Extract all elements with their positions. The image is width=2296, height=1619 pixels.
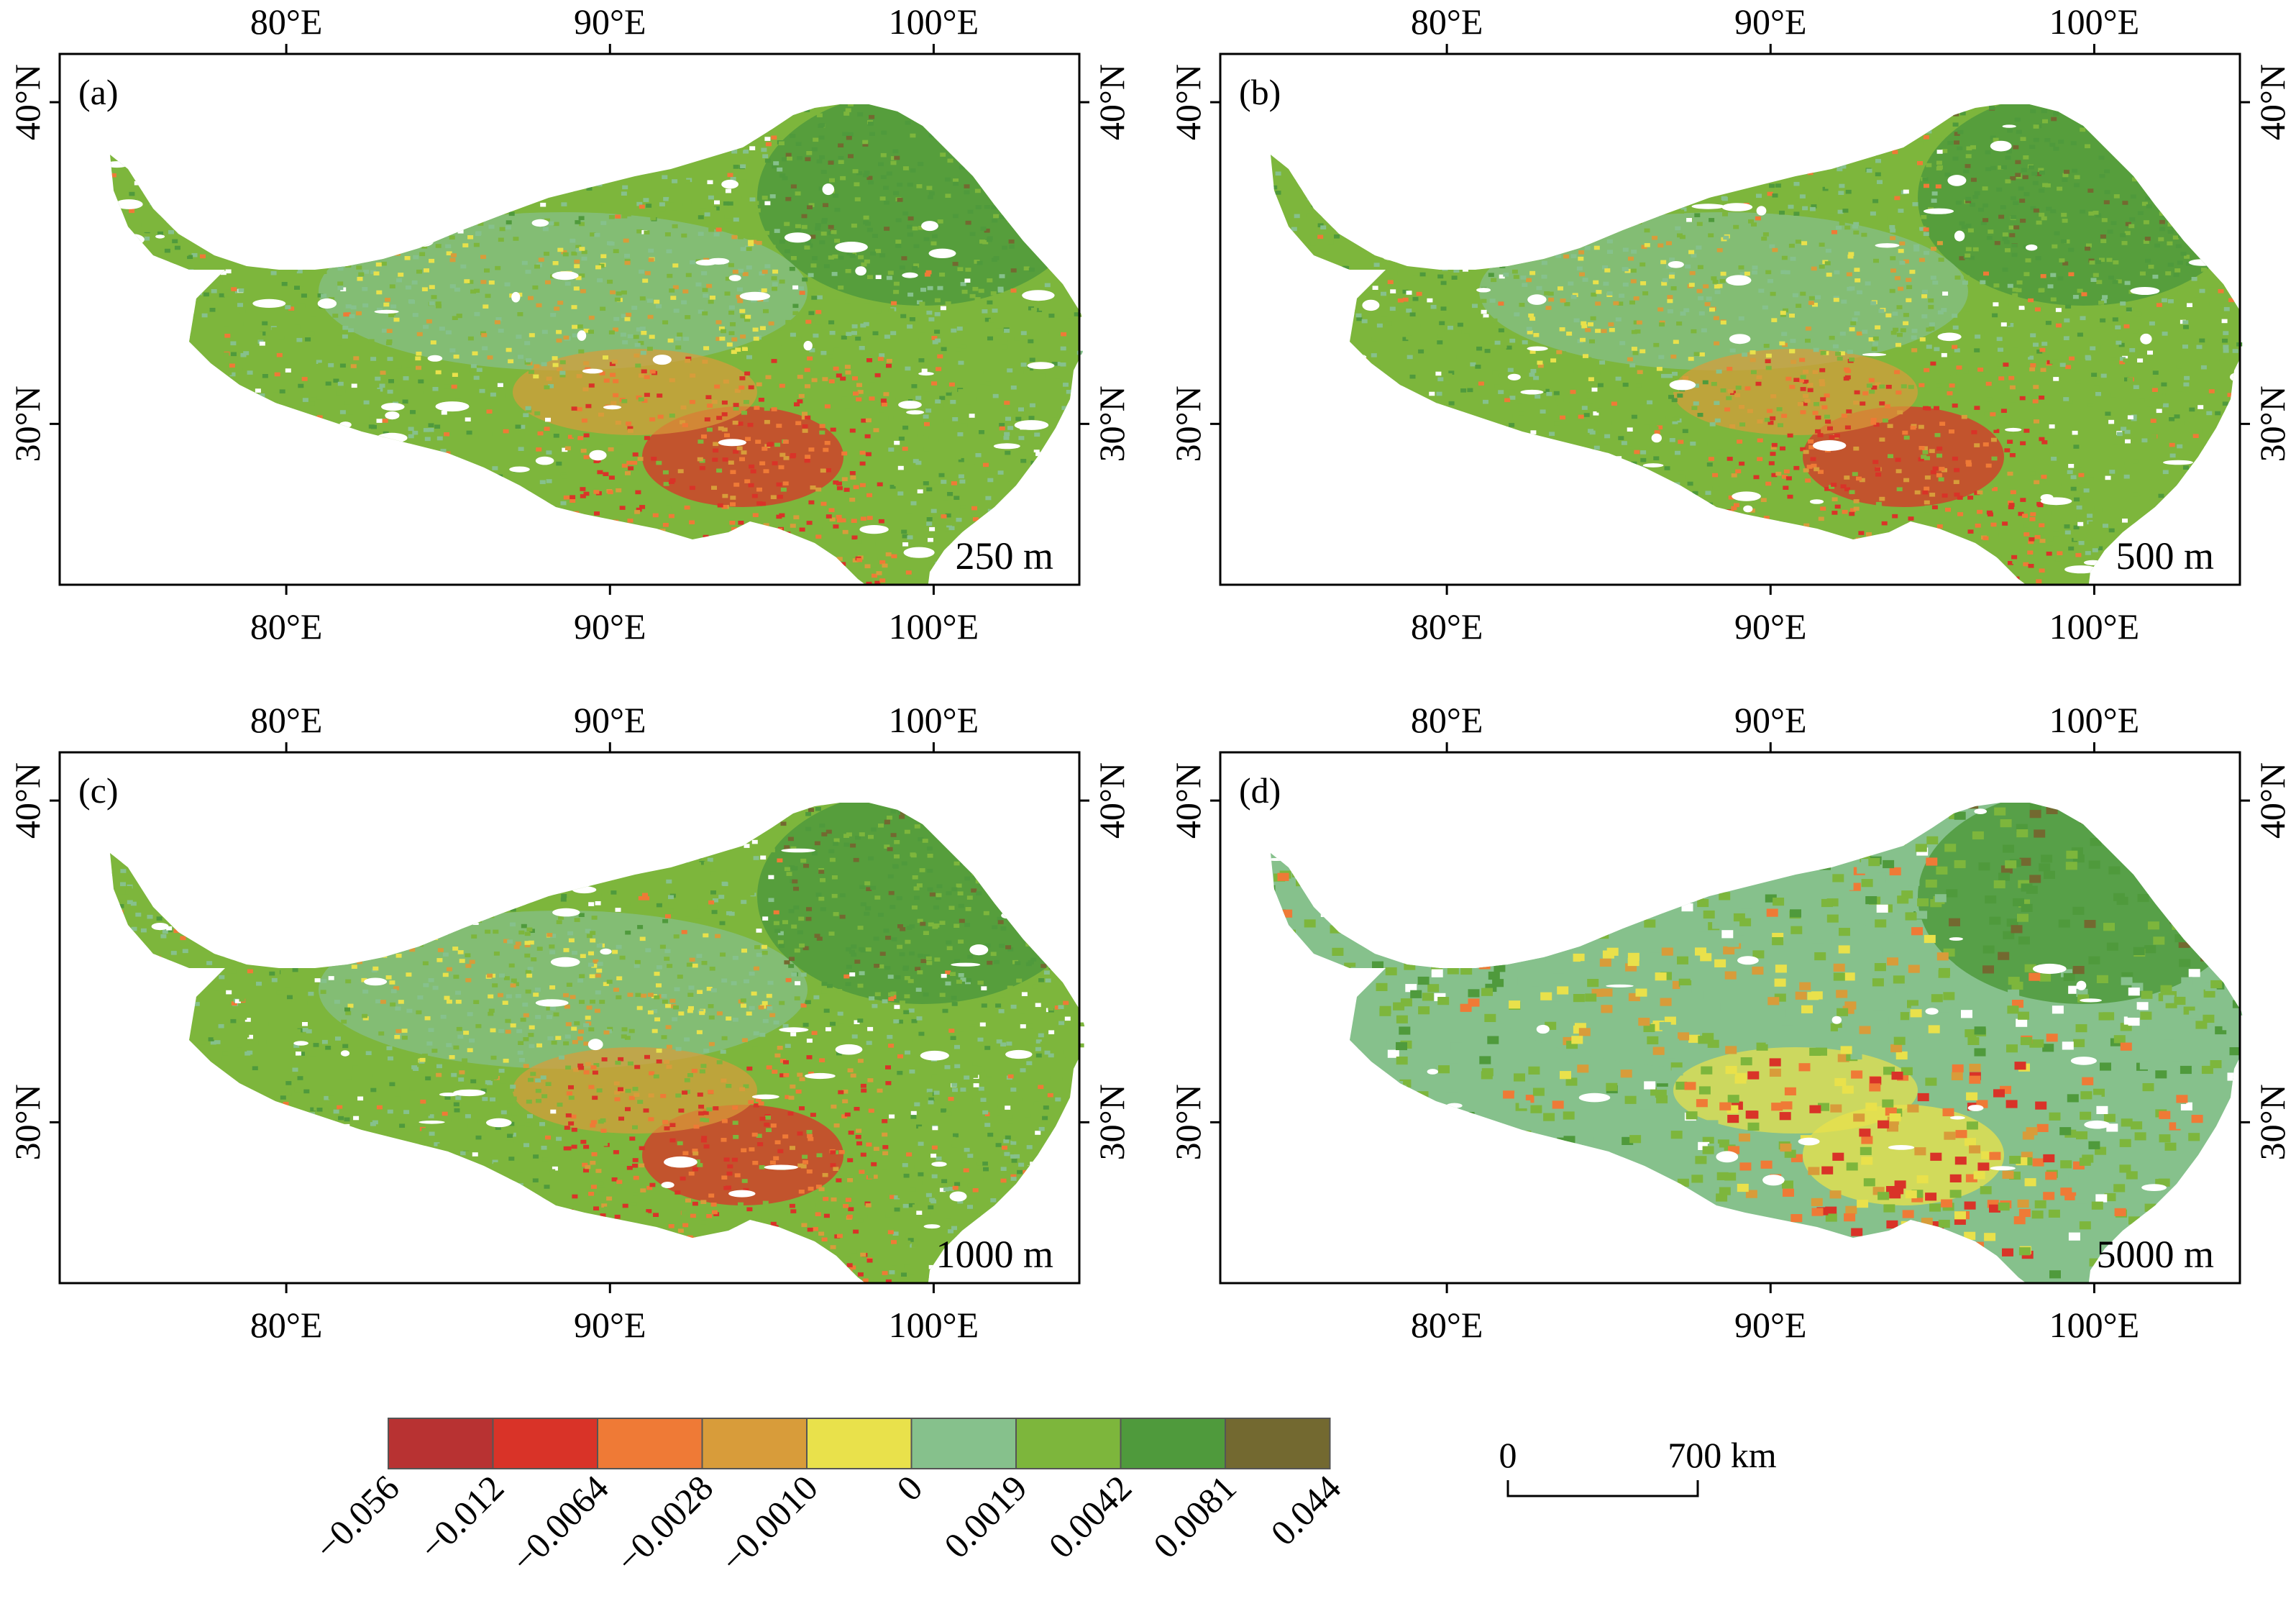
lon-tick-label-bottom: 100°E — [889, 1305, 979, 1345]
legend-break-label: 0 — [889, 1467, 930, 1508]
map-panel: 80°E 80°E 90°E 90°E 100°E 100°E 30°N 30°N 40°N 40… — [1168, 1, 2292, 647]
lon-tick-label-bottom: 100°E — [2049, 1305, 2140, 1345]
map-panels: 80°E 80°E 90°E 90°E 100°E 100°E 30°N 30°N 40°N 40… — [7, 1, 2292, 1345]
legend-break-label: −0.0064 — [503, 1467, 616, 1580]
lon-tick-label-top: 80°E — [1411, 700, 1483, 740]
panel-frame — [1219, 751, 2241, 1285]
scale-bar-line — [1506, 1480, 1699, 1497]
lon-tick-label-bottom: 90°E — [1734, 1305, 1807, 1345]
panel-frame — [1219, 53, 2241, 586]
lon-tick-label-top: 100°E — [2049, 700, 2140, 740]
scale-bar-start-label: 0 — [1499, 1435, 1517, 1475]
legend-break-label: 0.0019 — [936, 1467, 1035, 1566]
lon-tick-label-bottom: 80°E — [1411, 1305, 1483, 1345]
lon-tick-label-bottom: 90°E — [574, 1305, 646, 1345]
legend-color-swatch — [910, 1418, 1017, 1469]
lon-tick-label-top: 90°E — [1734, 700, 1807, 740]
legend-break-label: 0.044 — [1263, 1467, 1348, 1553]
lon-tick-label-bottom: 90°E — [1734, 606, 1807, 647]
resolution-label: 1000 m — [936, 1233, 1053, 1276]
colorbar-legend: −0.056 −0.012−0.0064−0.0028−0.0010 0 0.0019… — [307, 1418, 1348, 1580]
legend-color-swatch — [597, 1418, 703, 1469]
lat-tick-label-left: 40°N — [1168, 762, 1208, 839]
legend-color-swatch — [388, 1418, 494, 1469]
lon-tick-label-top: 80°E — [1411, 1, 1483, 42]
legend-break-label: 0.0081 — [1145, 1467, 1244, 1566]
resolution-label: 250 m — [955, 534, 1053, 578]
lat-tick-label-right: 40°N — [1092, 64, 1132, 140]
lon-tick-label-bottom: 80°E — [1411, 606, 1483, 647]
lat-tick-label-left: 30°N — [7, 1084, 47, 1160]
lat-tick-label-right: 30°N — [2252, 386, 2292, 462]
lat-tick-label-left: 30°N — [1168, 386, 1208, 462]
lon-tick-label-bottom: 100°E — [2049, 606, 2140, 647]
legend-color-swatch — [806, 1418, 913, 1469]
panel-frame — [58, 751, 1081, 1285]
map-panel: 80°E 80°E 90°E 90°E 100°E 100°E 30°N 30°N 40°N 40… — [1168, 700, 2292, 1345]
lon-tick-label-top: 100°E — [889, 700, 979, 740]
lon-tick-label-bottom: 80°E — [250, 606, 323, 647]
legend-color-swatch — [492, 1418, 598, 1469]
lon-tick-label-top: 80°E — [250, 1, 323, 42]
legend-color-swatch — [1015, 1418, 1122, 1469]
lat-tick-label-right: 40°N — [2252, 762, 2292, 839]
lat-tick-label-left: 40°N — [7, 64, 47, 140]
lon-tick-label-bottom: 80°E — [250, 1305, 323, 1345]
resolution-label: 5000 m — [2096, 1233, 2214, 1276]
lon-tick-label-top: 100°E — [889, 1, 979, 42]
panel-label: (d) — [1239, 770, 1281, 811]
legend-color-swatch — [701, 1418, 808, 1469]
legend-break-label: −0.0028 — [608, 1467, 721, 1580]
lat-tick-label-left: 30°N — [1168, 1084, 1208, 1160]
legend-color-swatch — [1225, 1418, 1331, 1469]
map-panel: 80°E 80°E 90°E 90°E 100°E 100°E 30°N 30°N 40°N 40… — [7, 1, 1132, 647]
lat-tick-label-left: 40°N — [1168, 64, 1208, 140]
lat-tick-label-left: 40°N — [7, 762, 47, 839]
plateau-map — [110, 803, 1088, 1287]
lat-tick-label-right: 30°N — [2252, 1084, 2292, 1160]
plateau-map — [1271, 104, 2249, 589]
panel-frame — [58, 53, 1081, 586]
legend-break-label: −0.012 — [411, 1467, 511, 1567]
plateau-map — [1271, 803, 2249, 1290]
lon-tick-label-top: 100°E — [2049, 1, 2140, 42]
resolution-label: 500 m — [2116, 534, 2214, 578]
lat-tick-label-right: 40°N — [2252, 64, 2292, 140]
legend-break-label: −0.056 — [307, 1467, 407, 1567]
lon-tick-label-bottom: 100°E — [889, 606, 979, 647]
lon-tick-label-top: 90°E — [1734, 1, 1807, 42]
scale-bar-end-label: 700 km — [1668, 1435, 1777, 1475]
lon-tick-label-top: 90°E — [574, 1, 646, 42]
lat-tick-label-right: 30°N — [1092, 386, 1132, 462]
panel-label: (a) — [78, 72, 119, 112]
legend-break-label: −0.0010 — [713, 1467, 825, 1580]
lat-tick-label-right: 30°N — [1092, 1084, 1132, 1160]
scale-bar: 0 700 km — [1499, 1435, 1777, 1497]
panel-label: (b) — [1239, 72, 1281, 112]
lon-tick-label-top: 80°E — [250, 700, 323, 740]
lat-tick-label-right: 40°N — [1092, 762, 1132, 839]
lon-tick-label-top: 90°E — [574, 700, 646, 740]
plateau-map — [110, 104, 1088, 589]
legend-color-swatch — [1120, 1418, 1226, 1469]
panel-label: (c) — [78, 770, 119, 811]
lat-tick-label-left: 30°N — [7, 386, 47, 462]
lon-tick-label-bottom: 90°E — [574, 606, 646, 647]
legend-break-label: 0.0042 — [1040, 1467, 1139, 1566]
map-panel: 80°E 80°E 90°E 90°E 100°E 100°E 30°N 30°N 40°N 40… — [7, 700, 1132, 1345]
